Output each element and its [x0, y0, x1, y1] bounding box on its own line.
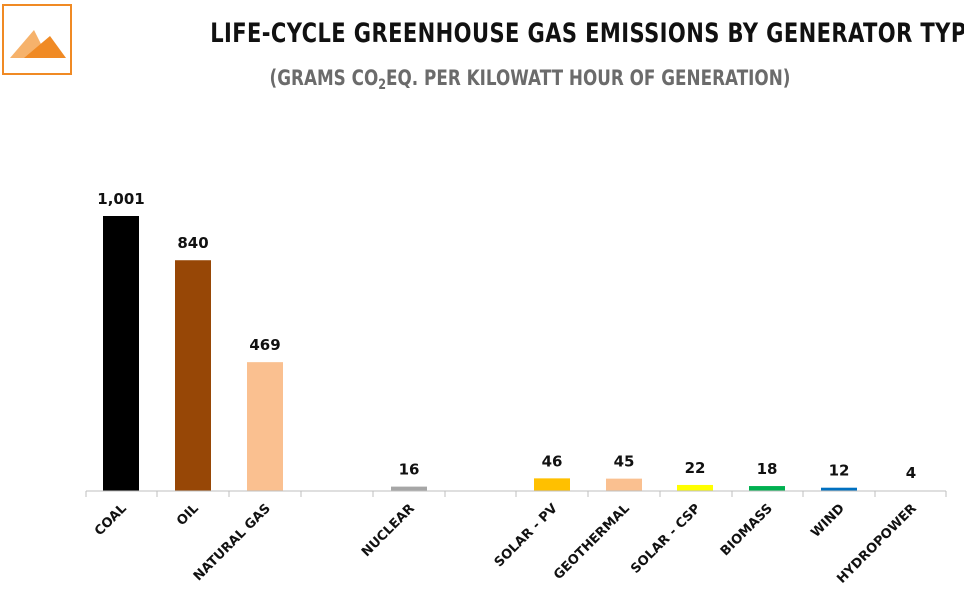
data-label-5: 45: [614, 453, 635, 471]
category-label-3: NUCLEAR: [359, 501, 418, 560]
bar-8: [821, 487, 857, 491]
data-label-2: 469: [249, 336, 280, 354]
bar-6: [677, 484, 713, 491]
chart-title: LIFE-CYCLE GREENHOUSE GAS EMISSIONS BY G…: [210, 18, 964, 49]
category-label-0: COAL: [92, 501, 130, 539]
bar-0: [103, 216, 139, 491]
category-label-1: OIL: [174, 501, 202, 529]
data-label-6: 22: [685, 459, 706, 477]
subtitle-subscript: 2: [378, 77, 387, 93]
category-label-8: WIND: [808, 501, 848, 541]
category-label-5: GEOTHERMAL: [551, 501, 633, 583]
subtitle-part-2: EQ. PER KILOWATT HOUR OF GENERATION): [386, 66, 791, 90]
logo: [2, 4, 72, 75]
data-label-3: 16: [399, 461, 420, 479]
category-label-7: BIOMASS: [718, 501, 776, 559]
data-label-8: 12: [829, 462, 850, 480]
category-label-6: SOLAR - CSP: [628, 501, 704, 577]
bar-2: [247, 362, 283, 491]
bar-5: [606, 478, 642, 491]
category-label-9: HYDROPOWER: [834, 501, 920, 587]
chart-subtitle: (GRAMS CO2EQ. PER KILOWATT HOUR OF GENER…: [202, 62, 858, 101]
bar-4: [534, 478, 570, 491]
logo-triangle-dark: [24, 36, 66, 58]
bar-3: [391, 486, 427, 491]
bar-1: [175, 260, 211, 491]
data-label-0: 1,001: [97, 190, 144, 208]
category-label-4: SOLAR - PV: [492, 501, 561, 570]
subtitle-part-1: (GRAMS CO: [269, 66, 379, 90]
triangle-logo-icon: [10, 30, 66, 58]
category-label-2: NATURAL GAS: [191, 501, 274, 584]
bar-9: [893, 489, 929, 491]
data-label-7: 18: [757, 460, 778, 478]
data-label-4: 46: [542, 452, 563, 470]
data-label-1: 840: [177, 234, 208, 252]
bar-7: [749, 486, 785, 491]
data-label-9: 4: [906, 464, 916, 482]
